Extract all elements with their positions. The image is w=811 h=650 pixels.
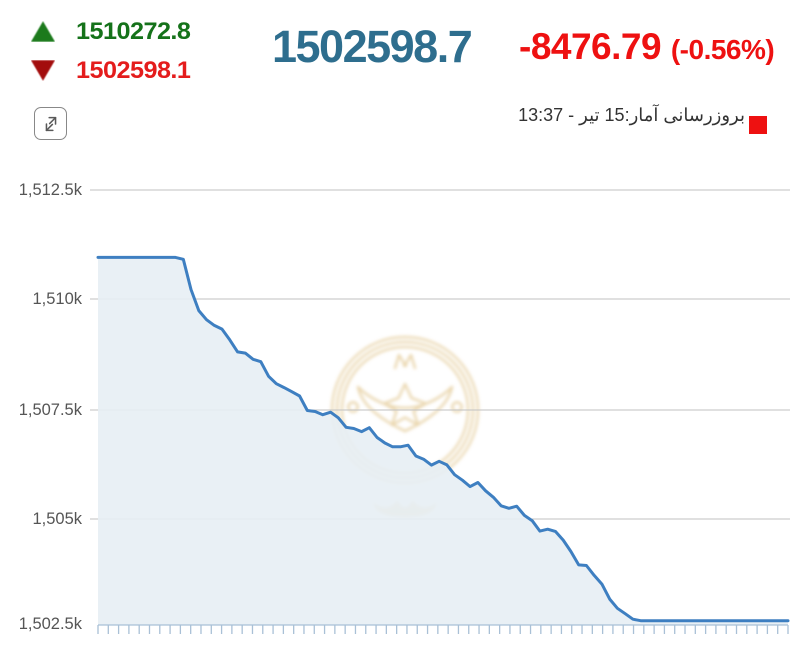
- svg-text:1,505k: 1,505k: [32, 510, 82, 528]
- svg-text:1,512.5k: 1,512.5k: [19, 181, 83, 199]
- svg-text:1,507.5k: 1,507.5k: [19, 401, 83, 419]
- svg-text:1,502.5k: 1,502.5k: [19, 615, 83, 633]
- svg-text:1,510k: 1,510k: [32, 290, 82, 308]
